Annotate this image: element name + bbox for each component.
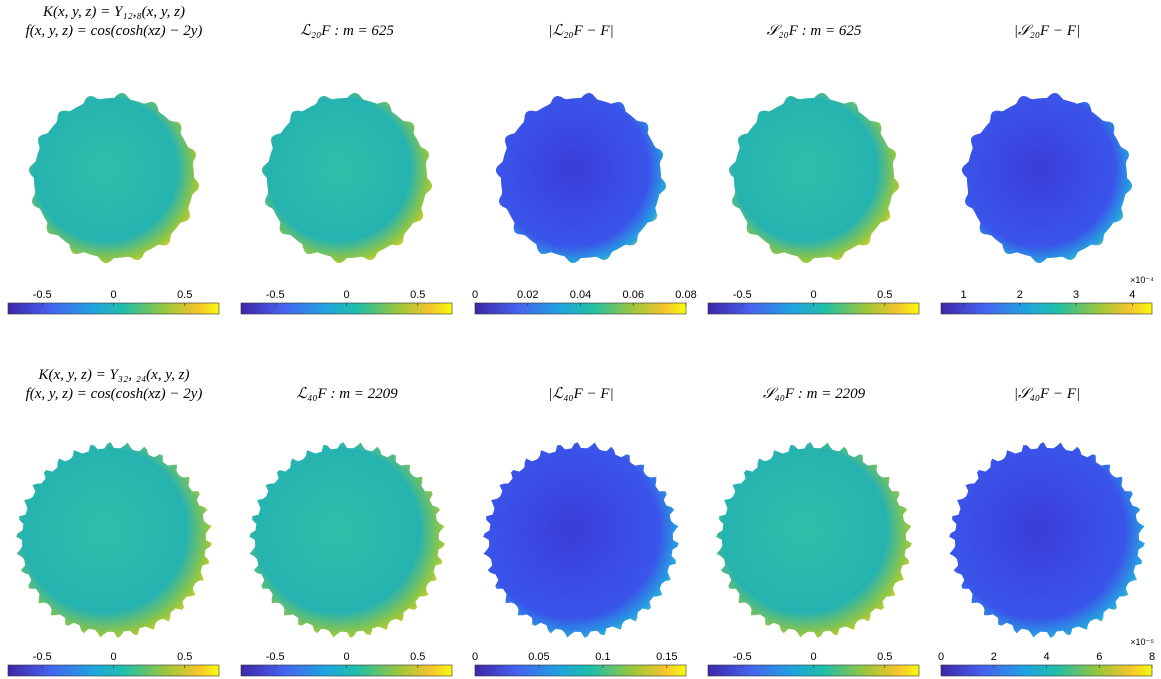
panel-title: |𝒮₂₀F − F| [1014,23,1080,39]
sphere-surface [949,442,1145,638]
colorbar-tick-label: 0.5 [177,289,192,301]
colorbar [940,302,1153,315]
colorbar-exponent: ×10⁻⁴ [1130,275,1154,285]
colorbar-tick-label: 0 [110,651,116,663]
colorbar-tick-label: -0.5 [33,651,52,663]
colorbar-tick-label: 0.1 [595,651,610,663]
colorbar-tick-label: 0 [472,289,478,301]
colorbar-tick-label: 0 [810,651,816,663]
colorbar-tick-label: 0.02 [517,289,538,301]
colorbar-tick-label: 0 [938,651,944,663]
colorbar-tick-label: 0 [343,651,349,663]
colorbar-tick-label: 2 [991,651,997,663]
colorbar-tick-label: 8 [1149,651,1155,663]
sphere-surface [28,92,200,264]
colorbar-tick-label: 3 [1073,289,1079,301]
colorbar-tick-label: -0.5 [266,651,285,663]
panel-title: ℒ₄₀F : m = 2209 [296,386,398,402]
colorbar [474,664,687,677]
panel-title: |𝒮₄₀F − F| [1014,386,1080,402]
colorbar-tick-label: -0.5 [266,289,285,301]
panel-title: f(x, y, z) = cos(cosh(xz) − 2y) [26,23,203,39]
colorbar-tick-label: 4 [1043,651,1049,663]
colorbar-exponent: ×10⁻⁵ [1130,637,1154,647]
colorbar-tick-label: 2 [1017,289,1023,301]
colorbar-tick-label: 0.5 [410,651,425,663]
colorbar-tick-label: 0.04 [570,289,591,301]
colorbar-tick-label: 0 [343,289,349,301]
panel-title: |ℒ₂₀F − F| [548,23,613,39]
colorbar-tick-label: -0.5 [733,289,752,301]
colorbar-tick-label: 0 [810,289,816,301]
colorbar-tick-label: 0.08 [675,289,696,301]
panel-title: |ℒ₄₀F − F| [548,386,613,402]
panel-title: 𝒮₂₀F : m = 625 [767,23,862,39]
colorbar-tick-label: -0.5 [33,289,52,301]
sphere-surface [728,92,900,264]
sphere-surface [961,92,1133,264]
colorbar-tick-label: 6 [1096,651,1102,663]
panel-title: ℒ₂₀F : m = 625 [300,23,394,39]
panel-title: 𝒮₄₀F : m = 2209 [763,386,866,402]
panel-title: K(x, y, z) = Y₁₂,₈(x, y, z) [42,4,185,20]
panel-title: K(x, y, z) = Y₃₂, ₂₄(x, y, z) [38,367,190,383]
colorbar-tick-label: 0.5 [410,289,425,301]
sphere-surface [261,92,433,264]
sphere-surface [495,92,667,264]
colorbar-tick-label: -0.5 [733,651,752,663]
colorbar-tick-label: 0.06 [623,289,644,301]
sphere-surface [16,442,212,638]
sphere-surface [716,442,912,638]
panel-title: f(x, y, z) = cos(cosh(xz) − 2y) [26,386,203,402]
colorbar-tick-label: 0.05 [528,651,549,663]
colorbar-tick-label: 0.5 [177,651,192,663]
colorbar-tick-label: 0.5 [877,289,892,301]
colorbar-tick-label: 1 [960,289,966,301]
colorbar-tick-label: 0.15 [656,651,677,663]
colorbar-tick-label: 0 [472,651,478,663]
colorbar-tick-label: 0.5 [877,651,892,663]
sphere-surface [483,442,679,638]
sphere-surface [249,442,445,638]
colorbar-tick-label: 4 [1129,289,1135,301]
colorbar-tick-label: 0 [110,289,116,301]
